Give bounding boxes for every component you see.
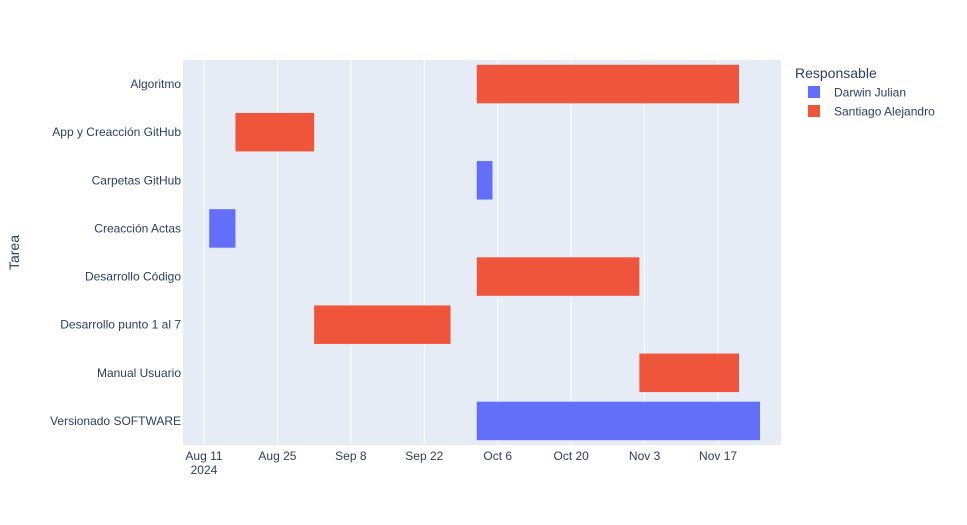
y-tick-label-carpetas-github: Carpetas GitHub [92,173,182,187]
y-tick-label-creaccion-actas: Creacción Actas [94,221,181,235]
y-tick-label-algoritmo: Algoritmo [130,77,181,91]
y-tick-labels: Algoritmo App y Creacción GitHub Carpetas … [50,77,181,428]
x-tick-label-sep-22: Sep 22 [405,449,443,463]
task-bars [209,64,761,441]
x-tick-label-oct-20: Oct 20 [553,449,589,463]
y-tick-label-versionado-software: Versionado SOFTWARE [50,414,181,428]
legend-title: Responsable [795,65,877,81]
legend-label-santiago-alejandro[interactable]: Santiago Alejandro [834,105,935,119]
bar-versionado-software [476,401,761,441]
legend-label-darwin-julian[interactable]: Darwin Julian [834,86,906,100]
bar-carpetas-github [476,161,493,200]
x-tick-label-oct-6: Oct 6 [483,449,512,463]
bar-desarrollo-punto-1-al-7 [314,305,451,344]
bar-desarrollo-codigo [476,257,640,296]
x-tick-label-nov-3: Nov 3 [629,449,661,463]
legend: Responsable Darwin Julian Santiago Alejan… [795,65,935,119]
legend-swatch-darwin-julian[interactable] [808,86,820,98]
bar-algoritmo [476,64,740,104]
y-tick-label-manual-usuario: Manual Usuario [97,366,181,380]
bar-creaccion-actas [209,209,236,248]
x-tick-label-aug-25: Aug 25 [258,449,296,463]
y-tick-label-desarrollo-punto-1-al-7: Desarrollo punto 1 al 7 [60,318,181,332]
bar-app-y-creaccion-github [235,112,315,152]
legend-swatch-santiago-alejandro[interactable] [808,105,820,117]
y-tick-label-app-y-creaccion-github: App y Creacción GitHub [52,125,181,139]
x-tick-label-aug-11: Aug 11 [185,449,222,463]
bar-manual-usuario [639,353,740,393]
y-tick-label-desarrollo-codigo: Desarrollo Código [85,270,181,284]
x-tick-label-nov-17: Nov 17 [699,449,737,463]
x-tick-label-sep-8: Sep 8 [335,449,367,463]
x-tick-sublabel-2024: 2024 [191,463,218,477]
y-axis-title: Tarea [6,235,22,270]
